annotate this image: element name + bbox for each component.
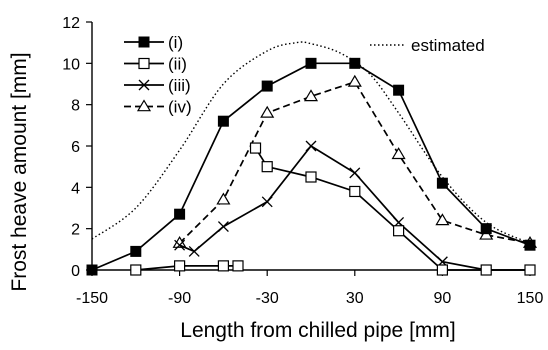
data-point-x-cross — [138, 79, 150, 91]
x-tick-label: -90 — [168, 290, 191, 307]
data-point-open-square — [524, 264, 536, 276]
data-point-open-square — [174, 260, 186, 272]
legend: (i) (ii) (iii) (iv) estimated — [124, 33, 485, 117]
data-point-open-square — [232, 260, 244, 272]
legend-label: (iv) — [168, 98, 192, 117]
legend-item-i: (i) — [124, 33, 183, 52]
data-point-filled-square — [261, 80, 273, 92]
data-point-filled-square — [130, 245, 142, 257]
x-tick-label: -30 — [256, 290, 279, 307]
y-tick-label: 4 — [71, 180, 80, 197]
x-cross-stroke — [174, 239, 186, 251]
y-tick-label: 0 — [71, 263, 80, 280]
data-point-x-cross — [217, 221, 229, 233]
series-layer — [86, 41, 538, 276]
x-cross-stroke — [188, 245, 200, 257]
series-line-iii — [179, 144, 530, 271]
legend-item-estimated: estimated — [370, 36, 485, 55]
legend-item-iii: (iii) — [124, 76, 191, 95]
data-point-filled-square — [524, 239, 536, 251]
x-cross-stroke — [261, 196, 273, 208]
series-estimated — [91, 41, 531, 244]
data-point-filled-square — [349, 57, 361, 69]
data-point-x-cross — [261, 196, 273, 208]
series-line-ii — [254, 147, 530, 271]
x-tick-group: -150 -90 -30 30 90 150 — [76, 270, 543, 307]
data-point-open-triangle — [347, 74, 362, 87]
data-point-open-square — [393, 225, 405, 237]
data-point-open-triangle — [303, 89, 319, 102]
data-point-x-cross — [305, 140, 317, 152]
data-point-filled-square — [138, 36, 150, 48]
x-tick-label: -150 — [76, 290, 108, 307]
data-point-open-square — [349, 185, 361, 198]
x-cross-stroke — [349, 167, 361, 179]
y-tick-group: 0 2 4 6 8 10 12 — [62, 15, 92, 280]
x-axis-title: Length from chilled pipe [mm] — [180, 319, 455, 342]
legend-label: (ii) — [168, 55, 187, 74]
data-point-open-triangle — [136, 99, 152, 112]
y-axis-title: Frost heave amount [mm] — [8, 52, 31, 291]
series-iii — [174, 140, 536, 276]
data-point-open-triangle — [260, 105, 275, 118]
x-cross-stroke — [138, 79, 150, 91]
series-line-ii — [135, 265, 238, 271]
y-tick-label: 8 — [71, 98, 80, 115]
legend-label: estimated — [411, 36, 485, 55]
x-tick-label: 90 — [434, 290, 452, 307]
y-tick-label: 2 — [71, 222, 80, 239]
series-line-estimated — [91, 41, 531, 244]
data-point-open-square — [305, 171, 317, 183]
y-tick-label: 12 — [62, 15, 80, 32]
data-point-open-square — [217, 260, 229, 272]
data-point-filled-square — [305, 57, 317, 69]
plot-area: 0 2 4 6 8 10 12 -150 -90 -30 30 90 150 — [62, 15, 543, 307]
data-point-open-square — [138, 57, 150, 70]
data-point-open-square — [130, 264, 142, 276]
data-point-filled-square — [217, 115, 229, 127]
data-point-filled-square — [174, 208, 186, 220]
data-point-open-square — [261, 161, 273, 173]
data-point-filled-square — [436, 177, 448, 189]
y-tick-label: 10 — [62, 56, 80, 73]
data-point-open-square — [436, 264, 448, 276]
data-point-filled-square — [393, 84, 405, 96]
data-point-open-triangle — [435, 213, 450, 226]
data-point-x-cross — [349, 167, 361, 179]
x-tick-label: 30 — [346, 290, 364, 307]
legend-item-iv: (iv) — [124, 98, 192, 117]
series-ii — [130, 142, 536, 276]
x-tick-label: 150 — [517, 290, 544, 307]
data-point-open-square — [249, 142, 262, 154]
data-point-filled-square — [86, 264, 98, 276]
data-point-x-cross — [174, 239, 186, 251]
series-i — [86, 57, 536, 276]
x-cross-stroke — [217, 221, 229, 233]
legend-label: (i) — [168, 33, 183, 52]
legend-item-ii: (ii) — [124, 55, 187, 74]
data-point-filled-square — [480, 223, 492, 235]
legend-label: (iii) — [168, 76, 191, 95]
y-tick-label: 6 — [71, 139, 80, 156]
data-point-open-triangle — [391, 147, 406, 160]
data-point-open-triangle — [216, 192, 231, 205]
x-cross-stroke — [305, 140, 317, 152]
data-point-open-square — [480, 264, 492, 276]
data-point-x-cross — [188, 245, 200, 257]
series-line-iv — [179, 80, 531, 244]
